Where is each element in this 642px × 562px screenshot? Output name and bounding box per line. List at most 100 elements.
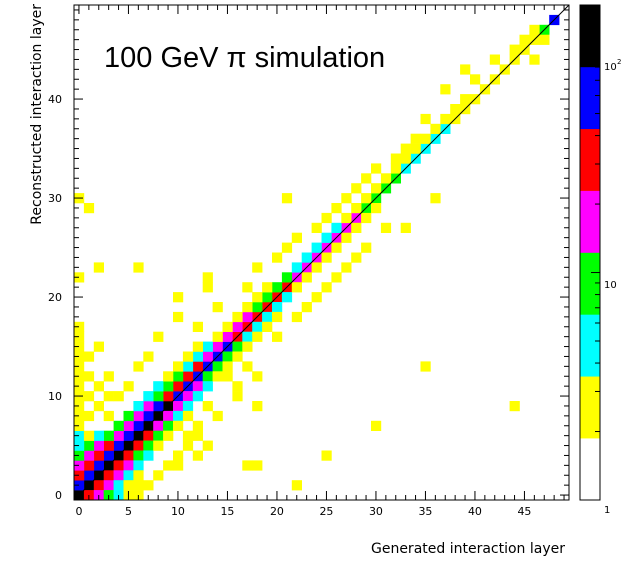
heatmap-bin xyxy=(83,450,95,461)
heatmap-bin xyxy=(173,450,184,461)
heatmap-bin xyxy=(262,311,273,323)
heatmap-bin xyxy=(539,34,550,45)
heatmap-bin xyxy=(74,321,85,332)
x-tick-label: 25 xyxy=(319,505,333,518)
heatmap-bin xyxy=(380,222,392,233)
heatmap-bin xyxy=(252,302,263,313)
colorbar-label-100: 10 xyxy=(604,62,617,73)
colorbar: 1 10 10 2 xyxy=(579,4,621,516)
heatmap-bin xyxy=(371,420,382,431)
heatmap-bin xyxy=(123,430,134,441)
x-tick-label: 5 xyxy=(125,505,132,518)
heatmap-bin xyxy=(153,420,164,431)
heatmap-bin xyxy=(93,480,104,491)
heatmap-bin xyxy=(371,183,382,194)
heatmap-bin xyxy=(103,450,114,461)
heatmap-bin xyxy=(252,401,263,412)
heatmap-bin xyxy=(163,460,174,471)
heatmap-bin xyxy=(242,282,253,293)
heatmap-bin xyxy=(103,410,114,422)
heatmap-bin xyxy=(232,381,243,392)
heatmap-bin xyxy=(311,222,322,233)
heatmap-bin xyxy=(212,410,223,422)
heatmap-bin xyxy=(113,420,124,431)
heatmap-bin xyxy=(173,460,184,471)
heatmap-bin xyxy=(252,371,263,382)
heatmap-bin xyxy=(361,173,372,184)
colorbar-block xyxy=(580,66,600,130)
heatmap-bin xyxy=(93,450,104,461)
heatmap-bin xyxy=(103,371,114,382)
heatmap-bin xyxy=(400,153,411,164)
heatmap-bin xyxy=(321,282,332,293)
heatmap-bin xyxy=(440,113,451,125)
heatmap-bin xyxy=(163,391,174,402)
heatmap-bin xyxy=(74,361,85,372)
heatmap-bin xyxy=(133,262,144,273)
heatmap-bin xyxy=(390,163,401,174)
heatmap-bin xyxy=(232,351,243,362)
x-tick-label: 0 xyxy=(75,505,82,518)
heatmap-bin xyxy=(202,381,213,392)
heatmap-bin xyxy=(202,351,213,362)
heatmap-bin xyxy=(83,470,95,481)
heatmap-bin xyxy=(430,123,441,134)
heatmap-bin xyxy=(252,321,263,332)
heatmap-bin xyxy=(192,450,203,461)
heatmap-bin xyxy=(93,460,104,471)
heatmap-bin xyxy=(410,133,421,144)
heatmap-bin xyxy=(380,173,392,184)
heatmap-bin xyxy=(123,420,134,431)
heatmap-bin xyxy=(232,321,243,332)
heatmap-bin xyxy=(123,460,134,471)
heatmap-bin xyxy=(173,420,184,431)
heatmap-bin xyxy=(163,430,174,441)
heatmap-bin xyxy=(291,262,302,273)
heatmap-bin xyxy=(420,361,431,372)
heatmap-bin xyxy=(519,34,530,45)
heatmap-bin xyxy=(301,302,312,313)
heatmap-bin xyxy=(232,311,243,323)
x-axis-title: Generated interaction layer xyxy=(371,541,565,557)
heatmap-bin xyxy=(163,371,174,382)
heatmap-bin xyxy=(153,430,164,441)
heatmap-bin xyxy=(182,391,194,402)
heatmap-bin xyxy=(212,331,223,342)
heatmap-bin xyxy=(242,361,253,372)
heatmap-bin xyxy=(123,470,134,481)
heatmap-bin xyxy=(173,292,184,303)
heatmap-bin xyxy=(262,282,273,293)
heatmap-bin xyxy=(262,321,273,332)
heatmap-bin xyxy=(262,292,273,303)
heatmap-bin xyxy=(192,341,203,352)
heatmap-bin xyxy=(222,371,233,382)
x-axis-ticks: 0 5 10 15 20 25 30 35 40 45 xyxy=(75,5,565,518)
heatmap-bin xyxy=(321,212,332,224)
heatmap-bin xyxy=(202,341,213,352)
heatmap-bin xyxy=(143,391,154,402)
heatmap-bin xyxy=(133,361,144,372)
heatmap-bin xyxy=(242,331,253,342)
heatmap-bin xyxy=(173,311,184,323)
heatmap-bin xyxy=(222,331,233,342)
heatmap-bin xyxy=(252,292,263,303)
heatmap-bin xyxy=(133,460,144,471)
heatmap-bin xyxy=(74,450,85,461)
heatmap-bin xyxy=(173,401,184,412)
heatmap-bin xyxy=(331,242,342,253)
heatmap-bin xyxy=(232,341,243,352)
colorbar-frame xyxy=(579,4,601,501)
heatmap-bin xyxy=(153,391,164,402)
heatmap-bin xyxy=(83,410,95,422)
heatmap-bin xyxy=(192,420,203,431)
heatmap-bin xyxy=(83,440,95,451)
heatmap-bin xyxy=(311,292,322,303)
heatmap-bin xyxy=(430,193,441,204)
heatmap-bin xyxy=(361,212,372,224)
heatmap-bin xyxy=(192,321,203,332)
heatmap-bin xyxy=(341,232,352,243)
heatmap-bin xyxy=(291,282,302,293)
heatmap-bin xyxy=(192,430,203,441)
heatmap-bin xyxy=(74,381,85,392)
heatmap-bin xyxy=(83,351,95,362)
